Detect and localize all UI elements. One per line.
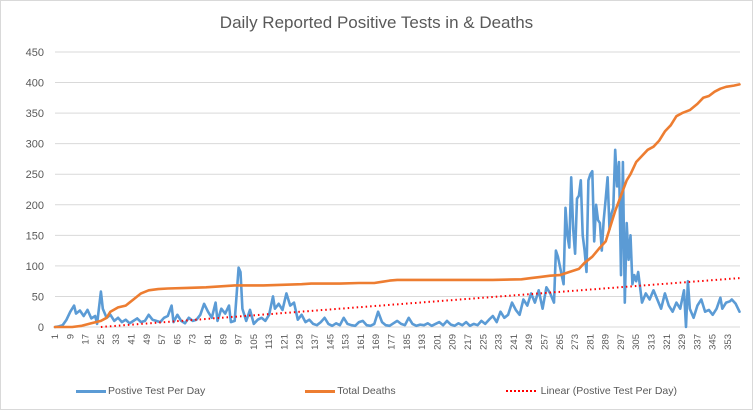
legend-swatch-positive (75, 389, 106, 393)
x-tick-label: 129 (295, 334, 306, 350)
x-tick-label: 161 (356, 334, 367, 350)
x-tick-label: 321 (662, 334, 673, 350)
x-tick-label: 313 (647, 334, 658, 350)
x-tick-label: 1 (50, 334, 61, 339)
series-line-linear-trend (100, 277, 740, 328)
legend-item-positive: Postive Test Per Day (75, 385, 206, 397)
x-tick-label: 137 (310, 334, 321, 350)
x-tick-label: 17 (81, 334, 92, 345)
y-tick-label: 300 (26, 139, 44, 151)
x-tick-label: 153 (341, 334, 352, 350)
x-tick-label: 49 (142, 334, 153, 345)
y-tick-label: 100 (26, 261, 44, 273)
legend-label-deaths: Total Deaths (337, 385, 396, 397)
x-tick-label: 145 (325, 334, 336, 350)
x-tick-label: 289 (601, 334, 612, 350)
x-tick-label: 89 (218, 334, 229, 345)
y-tick-label: 150 (26, 230, 44, 242)
x-tick-label: 265 (555, 334, 566, 350)
chart-title: Daily Reported Positive Tests in & Death… (219, 13, 534, 32)
y-tick-label: 400 (26, 78, 44, 90)
x-tick-label: 81 (203, 334, 214, 345)
legend-swatch-deaths (305, 389, 336, 393)
x-tick-label: 169 (371, 334, 382, 350)
x-tick-label: 353 (723, 334, 734, 350)
x-tick-label: 121 (279, 334, 290, 350)
x-tick-label: 113 (264, 334, 275, 349)
x-tick-label: 297 (616, 334, 627, 350)
x-tick-label: 9 (65, 334, 76, 339)
x-tick-label: 233 (494, 334, 505, 350)
y-tick-label: 450 (26, 47, 44, 59)
legend-label-positive: Postive Test Per Day (107, 385, 206, 397)
x-tick-label: 33 (111, 334, 122, 345)
legend-item-trend: Linear (Postive Test Per Day) (505, 385, 677, 397)
x-tick-label: 225 (478, 334, 489, 350)
x-tick-label: 73 (188, 334, 199, 345)
series-line-positive-tests (53, 148, 741, 329)
x-tick-label: 41 (126, 334, 137, 345)
legend-item-deaths: Total Deaths (305, 385, 396, 397)
y-tick-label: 350 (26, 108, 44, 120)
x-tick-label: 241 (509, 334, 520, 350)
x-tick-label: 25 (96, 334, 107, 345)
legend-label-trend: Linear (Postive Test Per Day) (540, 385, 677, 397)
x-tick-label: 177 (387, 334, 398, 350)
x-tick-label: 329 (677, 334, 688, 350)
series-line-total-deaths (53, 83, 741, 329)
y-tick-label: 0 (38, 322, 44, 334)
x-tick-label: 249 (524, 334, 535, 350)
x-tick-label: 193 (417, 334, 428, 350)
x-tick-label: 97 (234, 334, 245, 345)
x-tick-label: 185 (402, 334, 413, 350)
legend-swatch-trend (505, 390, 536, 392)
x-tick-label: 217 (463, 334, 474, 350)
y-tick-label: 200 (26, 200, 44, 212)
y-tick-label: 50 (32, 291, 44, 303)
y-tick-label: 250 (26, 169, 44, 181)
x-tick-label: 257 (539, 334, 550, 350)
x-tick-label: 65 (172, 334, 183, 345)
x-tick-label: 305 (631, 334, 642, 350)
x-tick-label: 57 (157, 334, 168, 345)
x-tick-label: 337 (692, 334, 703, 350)
x-tick-label: 281 (585, 334, 596, 350)
x-tick-label: 273 (570, 334, 581, 350)
x-tick-label: 201 (432, 334, 443, 350)
x-tick-label: 345 (708, 334, 719, 350)
x-tick-label: 209 (448, 334, 459, 350)
x-tick-label: 105 (249, 334, 260, 350)
chart-legend: Postive Test Per Day Total Deaths Linear… (20, 385, 733, 397)
